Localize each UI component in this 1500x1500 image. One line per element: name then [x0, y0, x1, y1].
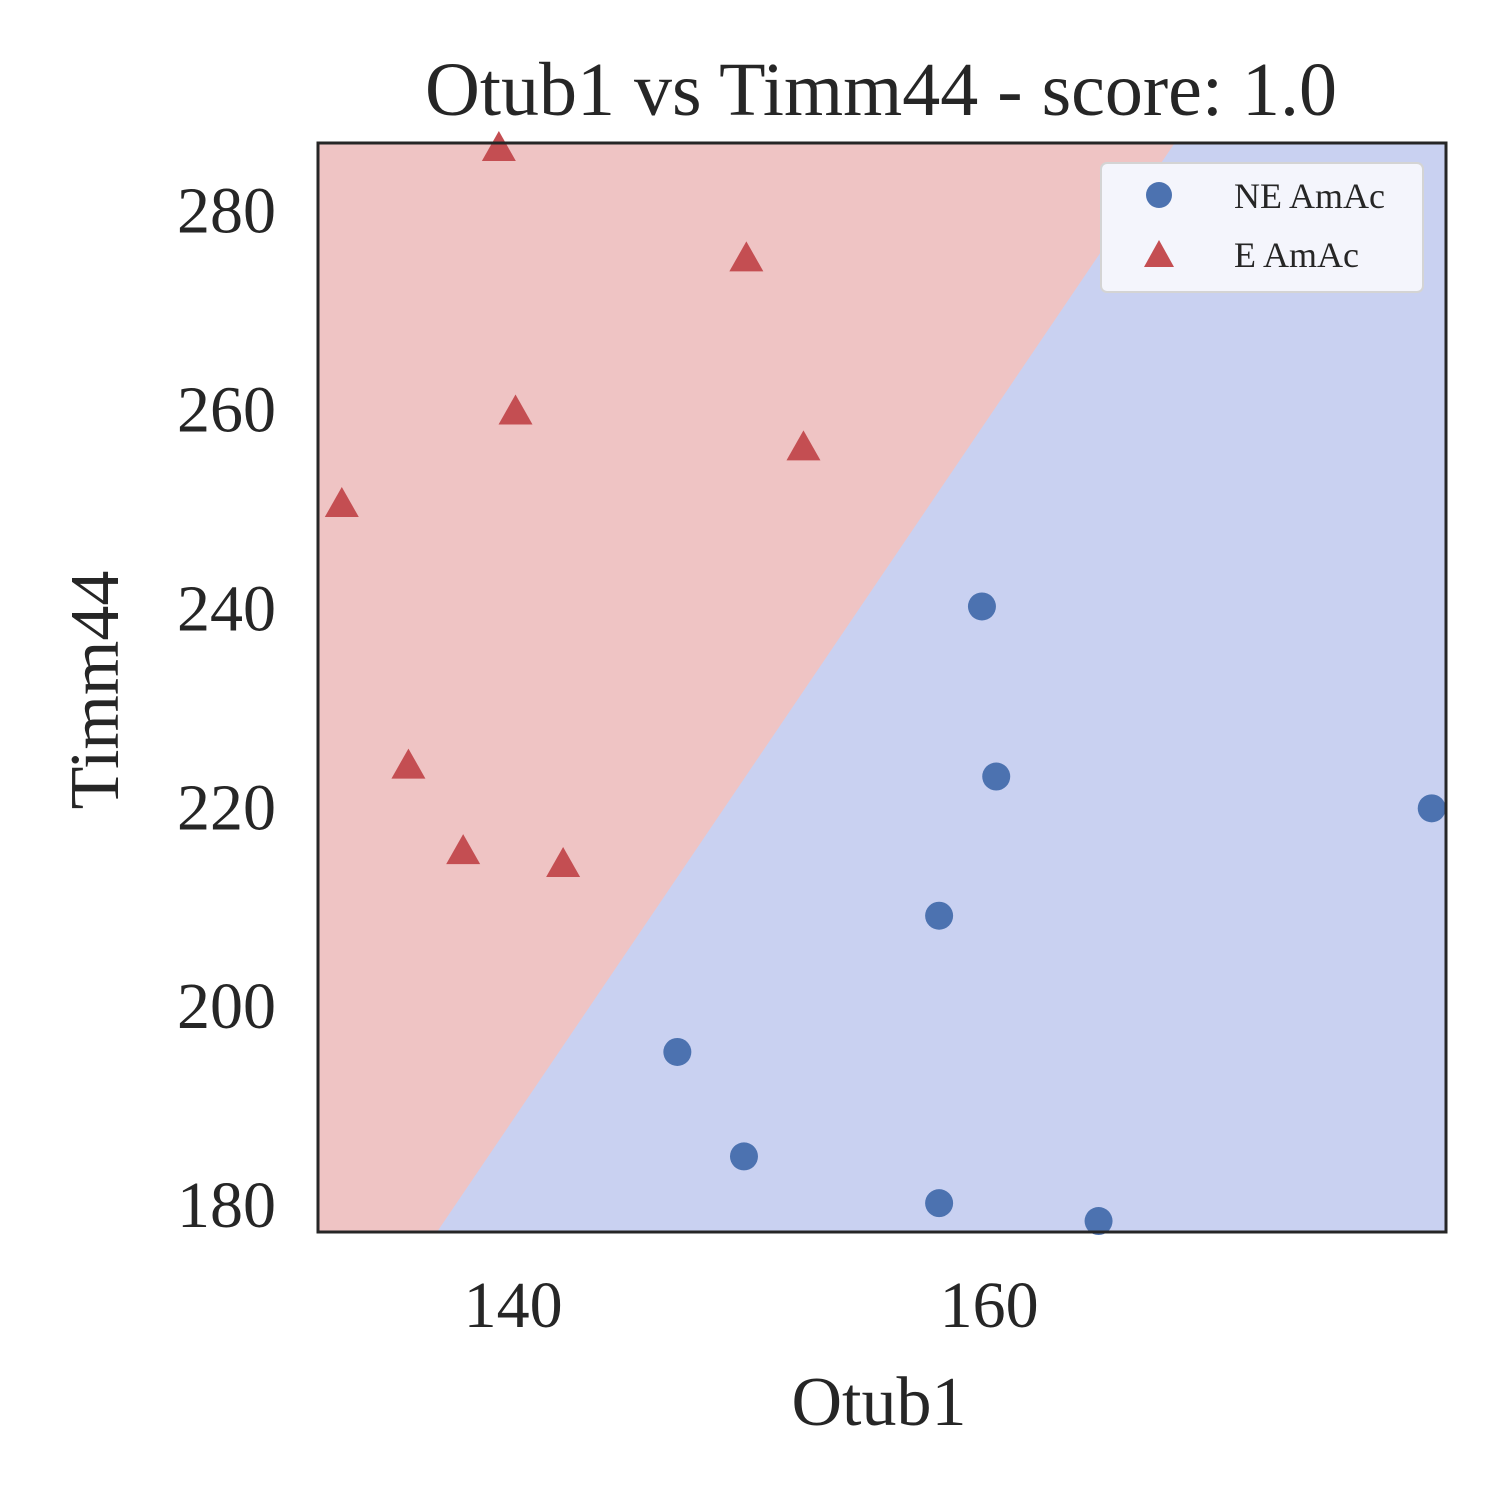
point-ne-amac	[729, 1142, 758, 1171]
point-ne-amac	[982, 762, 1011, 791]
legend: NE AmAc E AmAc	[1100, 162, 1424, 293]
y-tick-label: 280	[177, 175, 276, 248]
decision-regions	[318, 143, 1446, 1232]
y-axis-ticks: 180 200 220 240 260 280	[177, 175, 276, 1243]
x-axis-label: Otub1	[792, 1364, 967, 1441]
y-axis-label: Timm44	[57, 571, 134, 810]
y-tick-label: 260	[177, 374, 276, 447]
point-e-amac	[446, 834, 481, 865]
point-e-amac	[324, 487, 359, 518]
point-e-amac	[729, 241, 764, 272]
legend-marker-ne-amac	[1146, 182, 1172, 208]
point-e-amac	[498, 394, 533, 425]
data-points	[324, 130, 1446, 1236]
x-tick-label: 160	[940, 1269, 1039, 1342]
point-ne-amac	[1417, 794, 1446, 823]
point-e-amac	[391, 748, 426, 779]
point-e-amac	[481, 130, 516, 161]
point-ne-amac	[1084, 1207, 1113, 1236]
point-e-amac	[546, 847, 581, 878]
point-ne-amac	[663, 1037, 692, 1066]
point-ne-amac	[925, 1189, 954, 1218]
legend-marker-e-amac	[1144, 240, 1174, 267]
plot-frame	[316, 141, 1448, 1234]
y-tick-label: 180	[177, 1169, 276, 1242]
x-tick-label: 140	[464, 1269, 563, 1342]
x-axis-ticks: 140 160	[464, 1269, 1039, 1342]
chart-title: Otub1 vs Timm44 - score: 1.0	[425, 48, 1337, 132]
legend-label-ne-amac: NE AmAc	[1234, 176, 1385, 216]
point-e-amac	[786, 430, 821, 461]
point-ne-amac	[967, 592, 996, 621]
point-ne-amac	[925, 901, 954, 930]
y-tick-label: 240	[177, 572, 276, 645]
y-tick-label: 200	[177, 970, 276, 1043]
legend-label-e-amac: E AmAc	[1234, 235, 1359, 275]
y-tick-label: 220	[177, 771, 276, 844]
legend-box	[1100, 162, 1424, 293]
region-e-amac	[318, 143, 1175, 1232]
